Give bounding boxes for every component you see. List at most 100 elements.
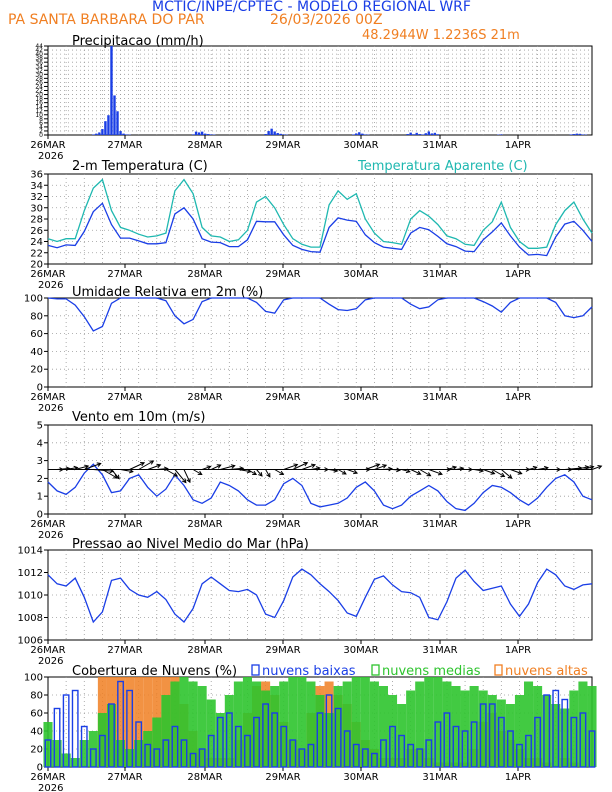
cloud-low-bar — [588, 730, 596, 768]
temp-ytick-label: 28 — [30, 215, 43, 226]
cloud-low-bar — [425, 739, 433, 768]
wind-arrow-head — [388, 466, 393, 472]
wind-arrow — [111, 469, 120, 480]
wind-xtick-label: 30MAR — [343, 519, 378, 530]
precip-bar — [436, 134, 440, 135]
wind-arrow — [66, 467, 78, 470]
rh-ytick-label: 0 — [37, 383, 43, 394]
wind-arrow-head — [59, 467, 65, 472]
cloud-low-bar — [244, 734, 251, 768]
pres-year-label: 2026 — [38, 656, 63, 667]
precip-title: Precipitacao (mm/h) — [72, 34, 204, 49]
rh-year-label: 2026 — [38, 403, 63, 414]
precip-bar — [581, 134, 585, 135]
precip-ytick-label: 30 — [35, 71, 43, 78]
cloud-mid-bar — [496, 699, 506, 767]
precip-bar — [427, 131, 430, 135]
clouds-xtick-label: 29MAR — [265, 772, 300, 783]
clouds-xtick-label: 26MAR — [30, 772, 65, 783]
wind-arrow — [573, 466, 589, 470]
wind-arrow-head — [230, 464, 236, 469]
precip-bar — [355, 133, 358, 135]
wind-arrow-head — [416, 470, 422, 475]
legend-swatch — [494, 664, 503, 676]
wind-arrow-head — [341, 470, 347, 475]
cloud-mid-bar — [514, 695, 524, 767]
cloud-mid-bar — [106, 704, 116, 767]
cloud-mid-bar — [215, 713, 225, 767]
temp-ytick-label: 32 — [30, 192, 43, 203]
wind-ytick-label: 1 — [37, 492, 43, 503]
rh-xtick-label: 31MAR — [422, 392, 457, 403]
pres-panel: 1006 1008 1010 1012 1014 26MAR 27MAR 28MAR 29MAR… — [18, 537, 593, 667]
precip-ytick-label: 44 — [35, 43, 43, 50]
pres-xtick-label: 30MAR — [343, 645, 378, 656]
legend-label: nuvens altas — [505, 664, 588, 679]
wind-ytick-label: 0 — [37, 510, 43, 521]
precip-bar — [358, 132, 361, 135]
clouds-ytick-label: 40 — [30, 727, 43, 738]
cloud-low-bar — [343, 730, 351, 768]
clouds-xtick-label: 30MAR — [343, 772, 378, 783]
wind-arrow — [301, 464, 316, 470]
precip-bar — [276, 133, 279, 135]
wind-panel: 0 1 2 3 4 5 26MAR 27MAR 28MAR 29MAR 30MAR 31MAR 1APR… — [30, 410, 603, 541]
cloud-low-bar — [198, 748, 206, 768]
rh-blue-line — [47, 297, 593, 332]
precip-bar — [361, 133, 364, 135]
wind-arrow-head — [507, 474, 513, 479]
cloud-mid-bar — [505, 704, 515, 767]
wind-ytick-label: 3 — [37, 456, 43, 467]
wind-arrow — [129, 462, 145, 470]
rh-xtick-label: 1APR — [505, 392, 531, 403]
cloud-low-bar — [44, 739, 52, 768]
legend-swatch — [371, 664, 380, 676]
cloud-low-bar — [117, 680, 124, 768]
rh-panel: 0 20 40 60 80 100 26MAR 27MAR 28MAR 29MAR 30MAR 31M… — [24, 285, 593, 414]
precip-bar — [267, 131, 270, 135]
temp-xtick-label: 27MAR — [107, 269, 142, 280]
temp-xtick-label: 29MAR — [265, 269, 300, 280]
wind-arrow — [492, 469, 505, 477]
rh-ytick-label: 40 — [30, 347, 43, 358]
precip-ytick-label: 26 — [35, 80, 43, 87]
precip-bar — [421, 134, 424, 135]
cloud-mid-bar — [197, 686, 207, 767]
wind-arrow — [165, 469, 178, 477]
precip-ytick-label: 34 — [35, 63, 43, 70]
location-label: PA SANTA BARBARA DO PAR — [8, 12, 205, 28]
precip-xtick-label: 1APR — [505, 140, 531, 151]
wind-arrow — [283, 464, 298, 470]
cloud-mid-bar — [569, 690, 579, 767]
wind-arrow-head — [500, 472, 506, 478]
precip-bar — [270, 128, 273, 135]
wind-xtick-label: 1APR — [505, 519, 531, 530]
cloud-low-bar — [71, 689, 79, 768]
precip-bar — [424, 133, 427, 135]
temp-apparent-title: Temperatura Aparente (C) — [357, 159, 528, 174]
precip-bar — [364, 134, 367, 135]
wind-arrow-head — [405, 468, 411, 474]
cloud-low-bar — [579, 712, 587, 768]
wind-arrow — [410, 469, 421, 475]
rh-xtick-label: 28MAR — [187, 392, 222, 403]
precip-xtick-label: 28MAR — [187, 140, 222, 151]
wind-arrow-head — [173, 472, 179, 477]
wind-arrow — [383, 468, 392, 470]
cloud-mid-bar — [52, 740, 62, 767]
rh-title: Umidade Relativa em 2m (%) — [72, 285, 263, 300]
wind-arrow — [220, 465, 235, 470]
precip-bar — [569, 134, 573, 135]
cloud-low-bar — [506, 730, 514, 768]
wind-arrow — [483, 469, 495, 475]
wind-arrow — [201, 465, 211, 470]
precip-bar — [273, 131, 276, 135]
cloud-low-bar — [334, 707, 342, 768]
wind-arrow — [501, 469, 512, 479]
cloud-low-bar — [398, 734, 406, 768]
cloud-mid-bar — [61, 753, 71, 767]
pres-xtick-label: 1APR — [505, 645, 531, 656]
cloud-low-bar — [443, 712, 451, 768]
rh-xtick-label: 26MAR — [30, 392, 65, 403]
wind-arrow — [210, 464, 221, 470]
